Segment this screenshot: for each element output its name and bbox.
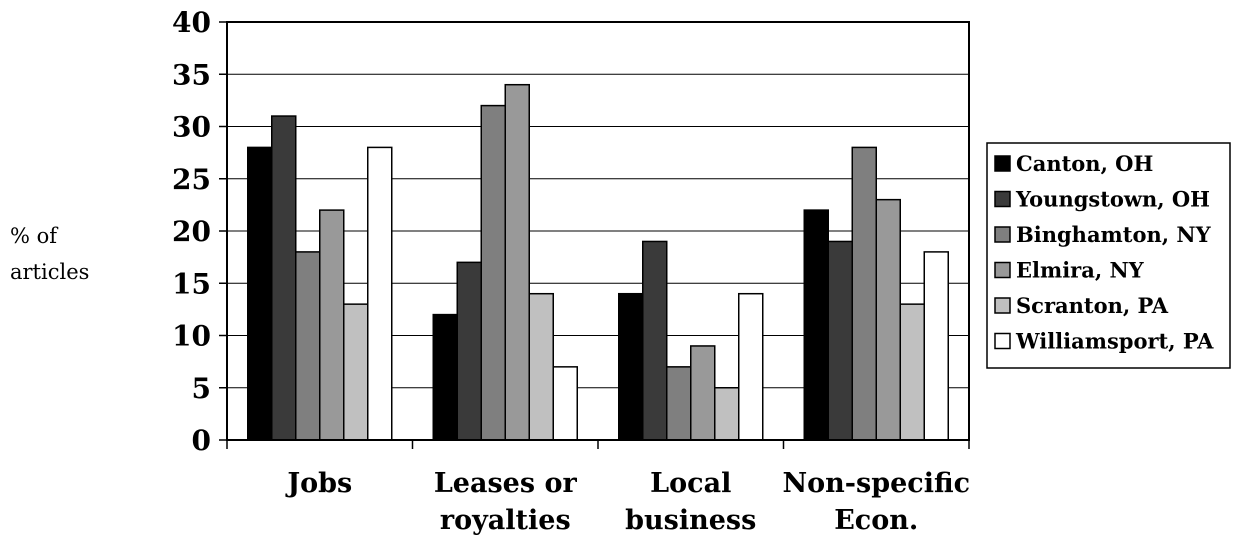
x-tick-label: Local business (625, 468, 756, 536)
bar (923, 251, 949, 441)
y-tick-label: 35 (172, 58, 211, 91)
legend: Canton, OH Youngstown, OH Binghamton, NY El… (986, 142, 1231, 369)
legend-swatch (994, 190, 1011, 208)
bar (432, 313, 458, 441)
bar (367, 146, 393, 441)
bar (247, 146, 273, 441)
bar (803, 209, 829, 441)
bar (666, 366, 692, 441)
y-tick-label: 40 (172, 6, 211, 39)
bar (642, 240, 668, 441)
x-tick-label: Leases or royalties (434, 468, 578, 536)
bars (247, 83, 949, 441)
bar (295, 251, 321, 441)
legend-swatch (994, 226, 1011, 243)
bar (456, 261, 482, 441)
y-tick-label: 15 (172, 267, 211, 300)
x-tick-label-line: royalties (440, 505, 571, 536)
y-tick-label: 20 (172, 215, 211, 248)
bar (738, 292, 764, 441)
bar (618, 292, 644, 441)
bar (875, 198, 901, 441)
bar (319, 209, 345, 441)
bar (851, 146, 877, 441)
legend-swatch (994, 297, 1011, 314)
bar (714, 387, 740, 441)
legend-label: Binghamton, NY (1016, 222, 1212, 247)
x-tick-label: Non-specific Econ. (782, 468, 970, 536)
x-tick-label-line: Local (650, 468, 731, 499)
y-tick-label: 0 (192, 424, 211, 457)
y-axis-label-line: % of (10, 224, 59, 248)
x-axis: Jobs Leases or royalties Local business Non-s… (226, 440, 970, 536)
legend-swatch (994, 261, 1011, 279)
y-tick-label: 10 (172, 320, 211, 353)
x-tick-label-line: Non-specific (782, 468, 970, 499)
x-tick-label-line: Leases or (434, 468, 578, 499)
bar (528, 292, 554, 441)
x-tick-label-line: business (625, 505, 756, 536)
legend-swatch (994, 332, 1011, 350)
legend-label: Youngstown, OH (1015, 187, 1210, 212)
legend-label: Williamsport, PA (1015, 329, 1214, 354)
bar (690, 345, 716, 441)
legend-label: Canton, OH (1016, 151, 1153, 176)
legend-label: Elmira, NY (1016, 258, 1145, 283)
bar (271, 115, 297, 441)
legend-box (986, 142, 1231, 369)
bar (480, 104, 506, 441)
y-tick-label: 5 (192, 372, 211, 405)
y-axis-label: % of articles (10, 224, 89, 284)
bar (899, 303, 925, 441)
x-tick-label-line: Jobs (285, 468, 352, 499)
x-tick-label-line: Econ. (834, 505, 918, 536)
x-tick-label: Jobs (285, 468, 352, 499)
bar (504, 83, 530, 441)
y-axis-ticks: 0 5 10 15 20 25 30 35 40 (172, 6, 227, 457)
legend-label: Scranton, PA (1016, 293, 1169, 318)
y-tick-label: 30 (172, 111, 211, 144)
legend-swatch (994, 155, 1011, 172)
bar (343, 303, 369, 441)
y-tick-label: 25 (172, 163, 211, 196)
y-axis-label-line: articles (10, 260, 89, 284)
bar (827, 240, 853, 441)
bar (552, 366, 578, 441)
